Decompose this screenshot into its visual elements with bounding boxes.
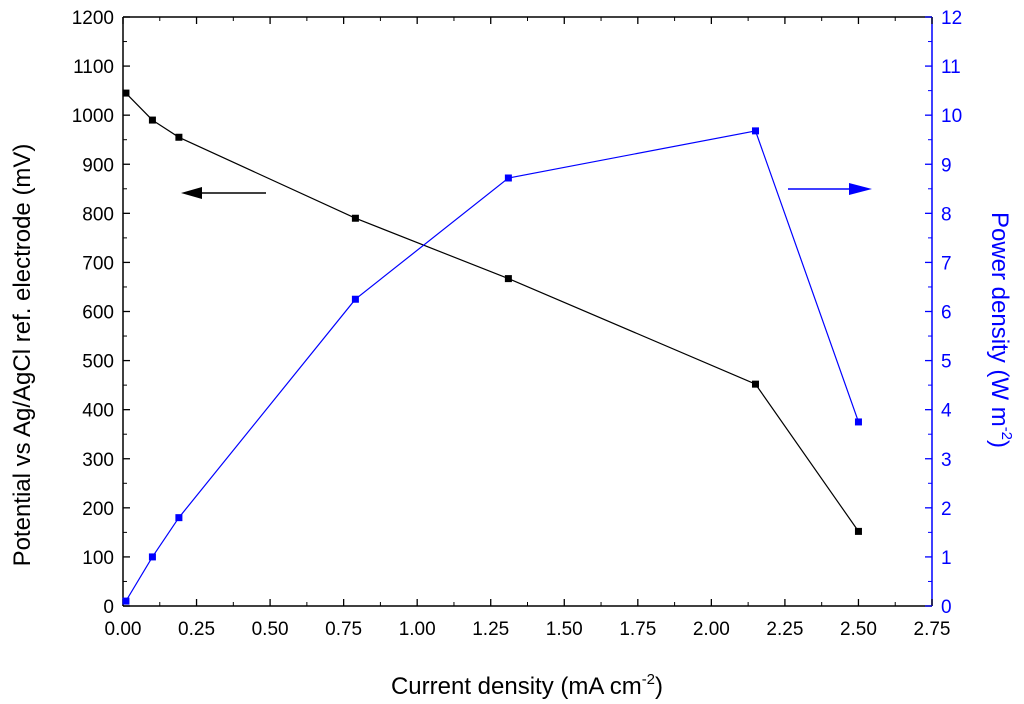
y-right-tick-label: 1 [941,548,952,569]
y-right-tick-label: 6 [941,303,952,324]
y-right-tick-label: 5 [941,352,952,373]
x-tick-label: 1.75 [619,619,656,640]
y-left-tick-label: 800 [82,204,114,225]
power-density-data-point [148,553,156,561]
y-right-tick-label: 8 [941,204,952,225]
power-density-data-point [751,127,759,135]
y-left-tick-label: 200 [82,499,114,520]
y-left-tick-label: 600 [82,303,114,324]
power-density-data-point [504,174,512,182]
y-right-tick-label: 3 [941,450,952,471]
x-tick-label: 0.50 [252,619,289,640]
y-right-tick-label: 10 [941,106,962,127]
annotations-group [181,183,872,199]
y-left-tick-label: 300 [82,450,114,471]
left-arrow-head [181,187,202,199]
y-left-tick-label: 100 [82,548,114,569]
potential-data-point [148,116,156,124]
x-axis-title-sup: -2 [642,671,655,688]
y-right-tick-label: 7 [941,253,952,274]
right-arrow-head [849,183,872,195]
y-right-tick-label: 9 [941,155,952,176]
y-left-tick-label: 1100 [73,57,114,78]
x-tick-label: 2.50 [840,619,877,640]
y-right-tick-label: 4 [941,401,952,422]
potential-data-point [122,89,130,97]
y-left-tick-label: 700 [82,253,114,274]
y-left-tick-label: 900 [82,155,114,176]
y-left-axis-title: Potential vs Ag/AgCl ref. electrode (mV) [9,144,36,567]
y-left-tick-label: 1000 [72,106,114,127]
potential-series-line [125,92,859,532]
power-density-data-point [122,597,130,605]
power-density-data-point [175,514,183,522]
power-density-data-point [351,295,359,303]
x-tick-label: 2.75 [914,619,951,640]
x-tick-label: 0.25 [178,619,215,640]
x-axis-title-main: Current density (mA cm [391,673,642,700]
potential-data-point [504,275,512,283]
y-left-tick-label: 0 [103,597,114,618]
y-right-tick-label: 11 [941,57,961,78]
y-right-axis-title-end: ) [986,440,1013,448]
y-right-tick-label: 0 [941,597,952,618]
axes-group: 0.00 0.25 0.50 0.75 1.00 1.25 1.50 1.75 2.00 2.25… [72,8,962,640]
y-left-tick-label: 400 [82,401,114,422]
x-tick-label: 2.25 [766,619,803,640]
x-tick-label: 0.00 [105,619,142,640]
y-right-axis-title-main: Power density (W m [986,212,1013,427]
y-right-axis-title-sup: -2 [998,427,1015,440]
power-density-series-line [125,130,860,602]
y-left-tick-label: 1200 [72,8,114,29]
series-group [122,89,862,605]
x-tick-label: 1.00 [399,619,436,640]
potential-data-point [351,214,359,222]
x-axis-title-end: ) [655,673,663,700]
x-tick-label: 1.25 [472,619,509,640]
x-tick-label: 1.50 [546,619,583,640]
potential-data-point [751,380,759,388]
y-right-axis-title: Power density (W m-2) [986,212,1015,448]
y-right-tick-label: 12 [941,8,962,29]
potential-data-point [175,133,183,141]
x-tick-label: 0.75 [325,619,362,640]
potential-data-point [854,527,862,535]
x-tick-label: 2.00 [693,619,730,640]
y-left-tick-label: 500 [82,352,114,373]
y-right-tick-label: 2 [941,499,952,520]
power-density-data-point [854,418,862,426]
x-axis-title: Current density (mA cm-2) [391,671,663,700]
